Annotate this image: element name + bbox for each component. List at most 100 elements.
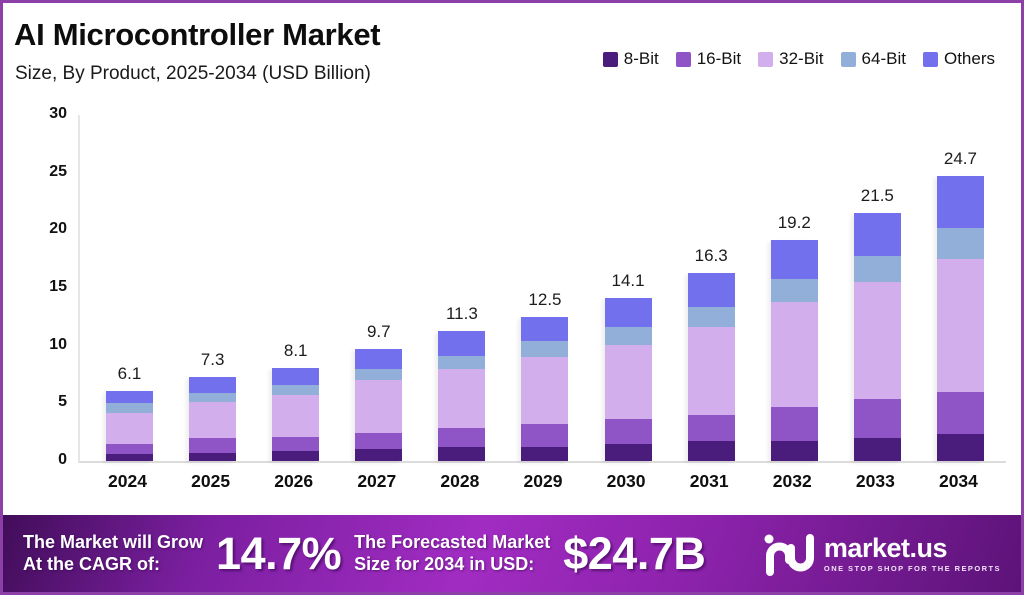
y-axis-tick-5: 5 [58, 393, 67, 411]
bar-2025: 7.3 [189, 350, 237, 461]
bar-segment-8-bit [687, 441, 735, 461]
bar-segment-others [355, 349, 403, 369]
bar-segment-8-bit [189, 452, 237, 461]
bar-stack [604, 298, 652, 461]
bar-segment-16-bit [521, 424, 569, 448]
bar-segment-8-bit [272, 450, 320, 461]
bar-segment-64-bit [770, 278, 818, 302]
bar-segment-32-bit [936, 259, 984, 392]
bar-stack [272, 367, 320, 461]
legend-item-32-bit: 32-Bit [758, 49, 824, 69]
bar-segment-8-bit [521, 447, 569, 461]
bar-stack [936, 176, 984, 461]
legend-swatch-icon [840, 51, 856, 67]
bar-stack [521, 316, 569, 461]
bar-2024: 6.1 [106, 364, 153, 461]
legend-swatch-icon [675, 51, 691, 67]
bar-stack [355, 349, 403, 461]
brand-tagline: ONE STOP SHOP FOR THE REPORTS [823, 563, 1001, 573]
forecast-value: $24.7B [563, 527, 706, 579]
bar-segment-64-bit [438, 356, 486, 369]
bar-segment-others [853, 213, 901, 256]
legend-swatch-icon [602, 51, 618, 67]
bar-segment-16-bit [687, 414, 735, 442]
bar-segment-16-bit [770, 406, 818, 442]
brand-logo: market.us ONE STOP SHOP FOR THE REPORTS [763, 532, 1001, 576]
legend-swatch-icon [922, 51, 938, 67]
bar-segment-16-bit [272, 436, 320, 451]
bar-segment-16-bit [438, 427, 486, 448]
y-axis-tick-20: 20 [49, 220, 67, 238]
bar-segment-32-bit [687, 327, 735, 415]
legend-swatch-icon [758, 51, 774, 67]
bar-2033: 21.5 [853, 186, 901, 461]
legend-item-8-bit: 8-Bit [602, 49, 659, 69]
bar-total-label: 16.3 [694, 246, 728, 266]
bar-total-label: 24.7 [943, 149, 977, 169]
forecast-label-line1: The Forecasted Market [354, 532, 551, 553]
bar-segment-others [438, 330, 486, 357]
bar-segment-8-bit [355, 449, 403, 461]
bar-segment-32-bit [272, 395, 320, 437]
bar-segment-16-bit [936, 391, 984, 435]
bar-segment-8-bit [106, 454, 153, 461]
bar-total-label: 14.1 [611, 271, 645, 291]
legend-label: 64-Bit [861, 49, 906, 68]
x-axis-label-2029: 2029 [523, 471, 563, 491]
y-axis-tick-30: 30 [49, 105, 67, 123]
cagr-label-line1: The Market will Grow [23, 532, 204, 553]
page-subtitle: Size, By Product, 2025-2034 (USD Billion… [15, 63, 371, 84]
x-axis-label-2030: 2030 [606, 471, 646, 491]
bar-segment-64-bit [853, 255, 901, 283]
bar-2034: 24.7 [936, 149, 984, 461]
bar-2029: 12.5 [521, 290, 569, 461]
bar-segment-32-bit [853, 282, 901, 399]
legend-item-others: Others [922, 49, 995, 69]
bar-segment-others [936, 176, 984, 229]
legend-label: 16-Bit [696, 49, 742, 68]
y-axis-tick-0: 0 [58, 451, 67, 469]
bar-total-label: 7.3 [200, 349, 225, 369]
bar-2030: 14.1 [604, 271, 652, 461]
bar-segment-32-bit [770, 301, 818, 407]
bar-stack [438, 330, 486, 461]
bar-segment-16-bit [189, 437, 237, 453]
bar-total-label: 21.5 [860, 186, 894, 206]
bar-2032: 19.2 [770, 213, 818, 461]
bar-stack [687, 273, 735, 461]
bar-segment-64-bit [189, 392, 237, 403]
x-axis-label-2025: 2025 [191, 471, 231, 491]
bar-total-label: 8.1 [283, 340, 308, 360]
legend-item-16-bit: 16-Bit [675, 49, 742, 69]
bar-segment-16-bit [604, 419, 652, 444]
bar-stack [189, 376, 237, 461]
bar-segment-others [521, 316, 569, 342]
bar-total-label: 12.5 [528, 289, 562, 309]
bar-segment-8-bit [853, 437, 901, 461]
bar-stack [106, 390, 153, 461]
bar-segment-32-bit [355, 380, 403, 434]
bar-total-label: 19.2 [777, 212, 811, 232]
bar-stack [770, 239, 818, 461]
bar-2028: 11.3 [438, 304, 486, 461]
legend-label: 32-Bit [779, 49, 824, 68]
x-axis-label-2032: 2032 [772, 471, 812, 491]
bar-segment-64-bit [355, 368, 403, 381]
x-axis-label-2028: 2028 [440, 471, 480, 491]
bar-segment-16-bit [355, 433, 403, 450]
cagr-label-line2: At the CAGR of: [23, 553, 160, 574]
footer-banner: The Market will Grow At the CAGR of: 14.… [3, 515, 1021, 592]
bar-segment-32-bit [106, 412, 153, 444]
bar-segment-others [687, 273, 735, 307]
page-title: AI Microcontroller Market [14, 17, 381, 52]
y-axis-tick-15: 15 [49, 278, 67, 296]
bar-stack [853, 213, 901, 461]
bar-segment-8-bit [936, 434, 984, 461]
x-axis-label-2026: 2026 [274, 471, 314, 491]
bar-segment-32-bit [521, 357, 569, 425]
bar-2026: 8.1 [272, 341, 320, 461]
bar-segment-8-bit [604, 443, 652, 461]
bar-total-label: 11.3 [445, 303, 478, 323]
marketus-logo-icon [764, 533, 814, 576]
